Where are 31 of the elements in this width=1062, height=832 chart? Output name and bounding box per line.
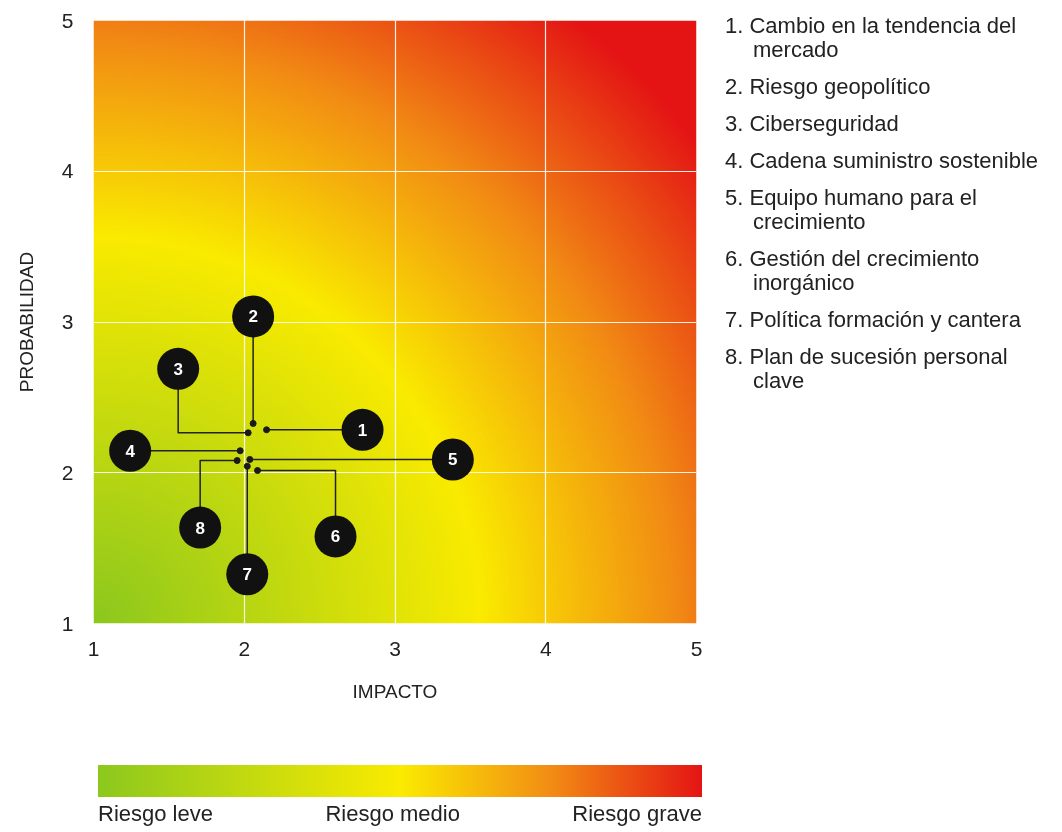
annotation: 5 <box>448 450 458 470</box>
text: 8. Plan de sucesión personal clave <box>725 344 1009 393</box>
text: 3. Ciberseguridad <box>725 111 900 136</box>
x-axis-title: IMPACTO <box>352 680 438 702</box>
annotation: 3 <box>173 359 183 379</box>
text: 6. Gestión del crecimiento inorgánico <box>725 246 981 295</box>
text: 4. Cadena suministro sostenible <box>725 148 1040 173</box>
y-tick-label: 1 <box>61 611 74 635</box>
x-tick-label: 3 <box>389 636 401 660</box>
annotation: 7 <box>242 565 253 585</box>
y-tick-label: 4 <box>61 159 74 183</box>
annotation: 6 <box>330 527 341 547</box>
text: Riesgo medio <box>325 801 460 827</box>
annotation: 2 <box>248 307 258 327</box>
text: 1. Cambio en la tendencia del mercado <box>725 13 1018 62</box>
y-tick-label: 2 <box>61 460 74 484</box>
x-tick-label: 2 <box>238 636 251 660</box>
annotation: 1 <box>357 420 368 440</box>
annotation: 4 <box>125 441 136 461</box>
x-tick-label: 4 <box>539 636 552 660</box>
text: Riesgo grave <box>572 801 702 827</box>
annotation: 8 <box>195 518 205 538</box>
text: 5. Equipo humano para el crecimiento <box>725 185 978 234</box>
text: Riesgo leve <box>98 801 213 827</box>
y-axis-title: PROBABILIDAD <box>15 251 37 393</box>
x-tick-label: 5 <box>690 636 703 660</box>
y-tick-label: 5 <box>61 8 74 32</box>
text: 7. Política formación y cantera <box>725 307 1022 332</box>
text: 2. Riesgo geopolítico <box>725 74 932 99</box>
x-tick-label: 1 <box>87 636 100 660</box>
y-tick-label: 3 <box>61 310 74 333</box>
